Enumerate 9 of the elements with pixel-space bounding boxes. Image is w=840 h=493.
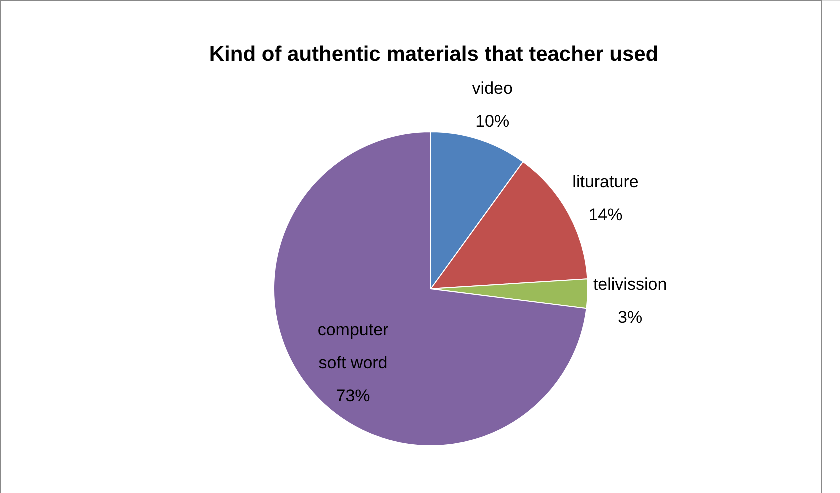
data-label: 73% <box>336 386 370 406</box>
slice-label: video <box>472 78 513 98</box>
slice-label: computer soft word <box>318 320 390 373</box>
data-label: 10% <box>476 112 510 131</box>
data-label: 14% <box>588 205 623 224</box>
slice-label: telivission <box>593 274 668 294</box>
chart-title: Kind of authentic materials that teacher used <box>209 43 659 66</box>
data-label: 3% <box>618 308 643 327</box>
slice-label: liturature <box>572 172 639 192</box>
